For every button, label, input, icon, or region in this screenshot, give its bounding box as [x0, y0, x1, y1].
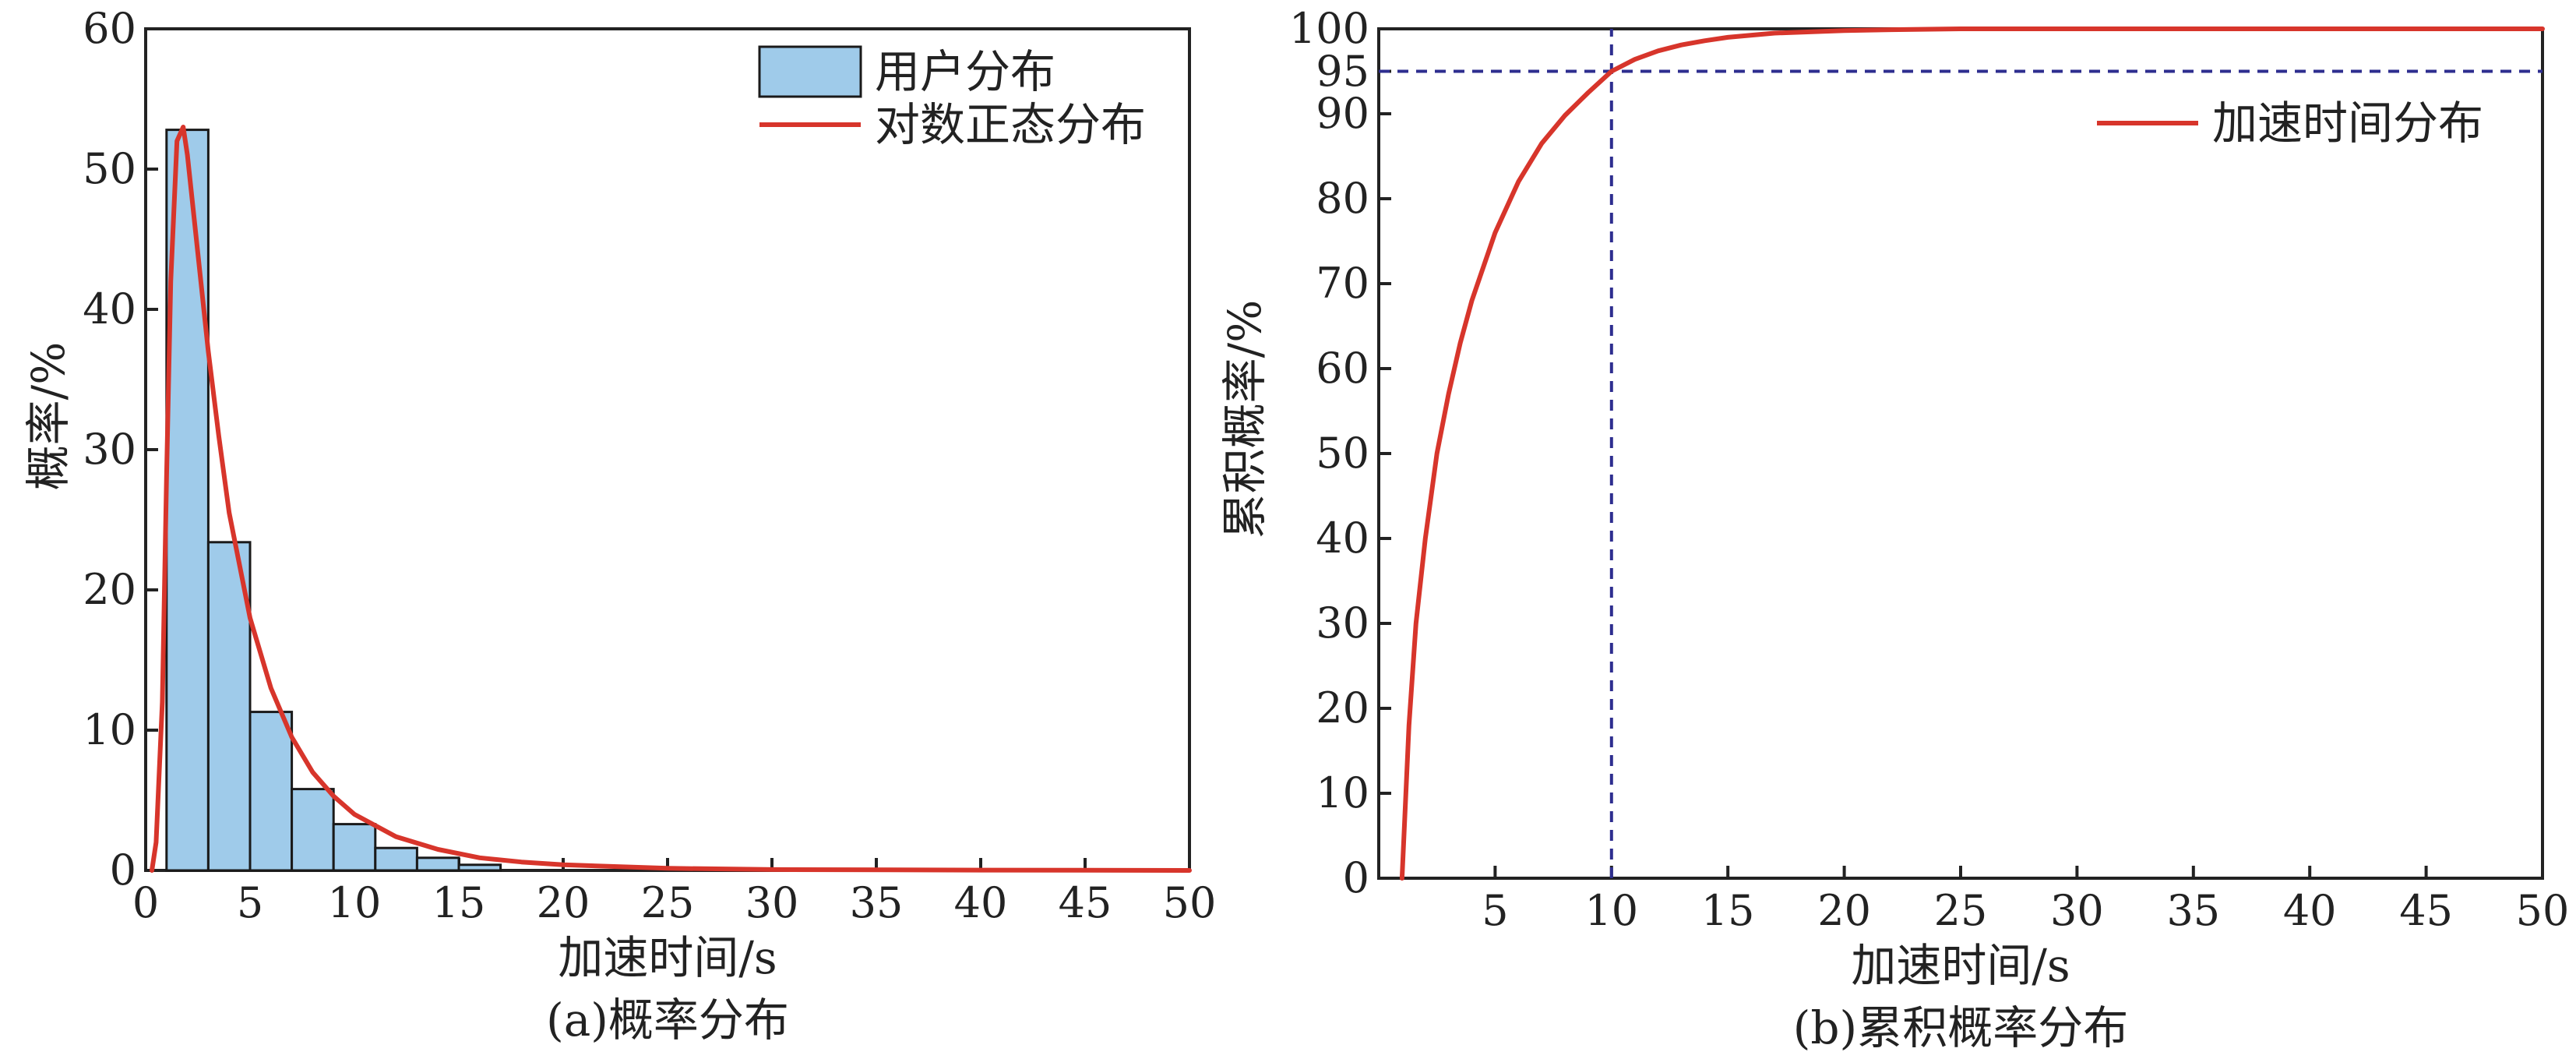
- bar: [457, 863, 502, 872]
- series-line-0-1: [150, 125, 1192, 873]
- x-tick-label: 20: [1817, 886, 1871, 935]
- y-tick-label: 40: [83, 284, 136, 334]
- x-tick-label: 30: [745, 878, 799, 927]
- x-axis-title: 加速时间/s: [558, 931, 777, 984]
- y-axis-title: 概率/%: [22, 341, 75, 491]
- y-tick-label: 10: [1316, 768, 1369, 817]
- bar: [248, 711, 294, 872]
- x-tick-label: 5: [236, 878, 264, 927]
- x-tick-label: 25: [1933, 886, 1988, 935]
- chart-caption: (b)累积概率分布: [1792, 1001, 2129, 1054]
- x-tick-label: 0: [132, 878, 160, 927]
- y-tick-label: 50: [83, 144, 136, 193]
- y-tick-label: 40: [1316, 514, 1369, 563]
- x-tick-label: 45: [1058, 878, 1112, 927]
- x-tick-label: 5: [1482, 886, 1509, 935]
- x-tick-label: 40: [953, 878, 1008, 927]
- x-axis-title: 加速时间/s: [1851, 939, 2070, 992]
- y-tick-label: 70: [1316, 259, 1369, 308]
- legend-label: 用户分布: [875, 45, 1056, 98]
- y-tick-label: 0: [1342, 853, 1369, 902]
- y-tick-label: 10: [83, 705, 136, 754]
- bar: [415, 856, 460, 872]
- bar: [291, 788, 335, 872]
- y-tick-label: 30: [83, 425, 136, 474]
- x-tick-label: 15: [1700, 886, 1755, 935]
- x-tick-label: 15: [432, 878, 486, 927]
- x-tick-label: 45: [2399, 886, 2453, 935]
- y-tick-label: 95: [1316, 46, 1369, 96]
- x-tick-label: 50: [2515, 886, 2570, 935]
- y-tick-label: 30: [1316, 598, 1369, 648]
- x-tick-label: 40: [2282, 886, 2337, 935]
- chart-caption: (a)概率分布: [546, 994, 789, 1047]
- y-tick-label: 60: [1316, 344, 1369, 393]
- plot-frame-1: [1377, 27, 2544, 880]
- legend-label: 加速时间分布: [2212, 97, 2484, 150]
- bar: [374, 846, 418, 872]
- y-tick-label: 20: [83, 565, 136, 614]
- legend-label: 对数正态分布: [875, 98, 1147, 151]
- x-tick-label: 10: [1584, 886, 1639, 935]
- y-axis-title: 累积概率/%: [1218, 300, 1271, 539]
- bar: [206, 541, 252, 872]
- x-tick-label: 30: [2050, 886, 2104, 935]
- x-tick-label: 20: [536, 878, 590, 927]
- plot-frame-0: [144, 27, 1191, 872]
- y-tick-label: 90: [1316, 89, 1369, 138]
- x-tick-label: 50: [1162, 878, 1217, 927]
- series-line-1-0: [1399, 26, 2545, 881]
- y-tick-label: 80: [1316, 174, 1369, 223]
- y-tick-label: 100: [1288, 4, 1369, 53]
- y-tick-label: 60: [83, 4, 136, 53]
- bar: [332, 823, 377, 872]
- x-tick-label: 35: [2166, 886, 2221, 935]
- x-tick-label: 10: [327, 878, 382, 927]
- y-tick-label: 50: [1316, 429, 1369, 478]
- legend-swatch-bar: [758, 45, 862, 98]
- x-tick-label: 25: [640, 878, 695, 927]
- y-tick-label: 20: [1316, 683, 1369, 732]
- y-tick-label: 0: [109, 845, 136, 895]
- x-tick-label: 35: [849, 878, 904, 927]
